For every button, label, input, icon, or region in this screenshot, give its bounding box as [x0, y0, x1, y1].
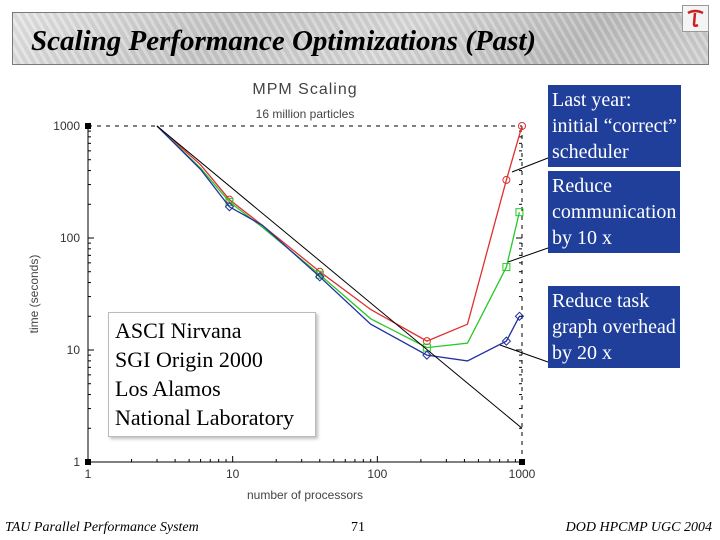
- series-3-point: [422, 350, 432, 360]
- system-info-box: ASCI Nirvana SGI Origin 2000 Los Alamos …: [108, 312, 316, 437]
- series-3-point: [224, 202, 235, 212]
- series-1-point: [422, 337, 431, 346]
- tau-logo-icon: [682, 5, 709, 32]
- system-info-line-1: ASCI Nirvana: [115, 318, 242, 343]
- callout-initial-scheduler: Last year: initial “correct” scheduler: [548, 85, 681, 167]
- series-1-point: [518, 122, 526, 130]
- y-tick-label: 10: [67, 343, 81, 357]
- footer-right: DOD HPCMP UGC 2004: [565, 520, 712, 535]
- system-info-line-2: SGI Origin 2000: [115, 347, 263, 372]
- callout-3-line-2: graph overhead: [552, 316, 676, 338]
- callout-2-line-3: by 10 x: [552, 227, 612, 249]
- x-tick-label: 1: [85, 467, 92, 481]
- x-tick-label: 100: [367, 467, 387, 481]
- callout-leaders: [499, 157, 549, 363]
- x-tick-label: 1000: [509, 467, 536, 481]
- callout-leader-2: [507, 247, 549, 263]
- callout-3-line-1: Reduce task: [552, 290, 650, 312]
- series-line-2: [156, 125, 521, 349]
- series-line-4: [156, 125, 523, 429]
- footer-left: TAU Parallel Performance System: [5, 520, 199, 535]
- series-2-point: [315, 270, 324, 279]
- page-number: 71: [351, 520, 365, 535]
- series-3-point: [501, 336, 512, 346]
- axis-corner-marker: [519, 459, 525, 465]
- axis-corner-marker: [85, 459, 91, 465]
- chart-ticks: 1 10 100 1000 1 10 100 1000: [53, 119, 535, 481]
- callout-3-line-3: by 20 x: [552, 342, 612, 364]
- callout-reduce-communication: Reduce communication by 10 x: [548, 171, 681, 253]
- slide-title: Scaling Performance Optimizations (Past): [31, 25, 537, 57]
- series-1-point: [502, 175, 511, 184]
- series-line-3: [156, 125, 520, 362]
- y-tick-label: 1000: [53, 119, 80, 133]
- y-tick-label: 1: [73, 455, 80, 469]
- callout-1-line-3: scheduler: [552, 141, 629, 163]
- callout-leader-3: [499, 344, 549, 363]
- y-tick-label: 100: [60, 231, 80, 245]
- system-info-line-4: National Laboratory: [115, 405, 294, 430]
- y-axis-label: time (seconds): [27, 255, 41, 334]
- tau-logo-graphic: [687, 9, 704, 28]
- callout-1-line-1: Last year:: [552, 89, 632, 111]
- series-3-point: [514, 311, 525, 321]
- chart-series: [156, 122, 526, 429]
- axis-corner-marker: [85, 123, 91, 129]
- chart-subtitle: 16 million particles: [256, 107, 355, 121]
- callout-1-line-2: initial “correct”: [552, 115, 677, 137]
- callout-2-line-2: communication: [552, 201, 677, 223]
- x-axis-label: number of processors: [247, 488, 363, 502]
- x-tick-label: 10: [226, 467, 240, 481]
- chart-frame: [87, 125, 523, 463]
- chart-title: MPM Scaling: [252, 81, 357, 98]
- series-2-point: [502, 263, 511, 272]
- series-2-point: [515, 208, 524, 217]
- callout-reduce-task-graph: Reduce task graph overhead by 20 x: [548, 286, 680, 368]
- system-info-line-3: Los Alamos: [115, 376, 221, 401]
- series-3-point: [315, 272, 325, 282]
- title-bar: Scaling Performance Optimizations (Past): [12, 12, 709, 65]
- callout-leader-1: [511, 157, 549, 173]
- callout-2-line-1: Reduce: [552, 175, 612, 197]
- series-line-1: [156, 125, 523, 342]
